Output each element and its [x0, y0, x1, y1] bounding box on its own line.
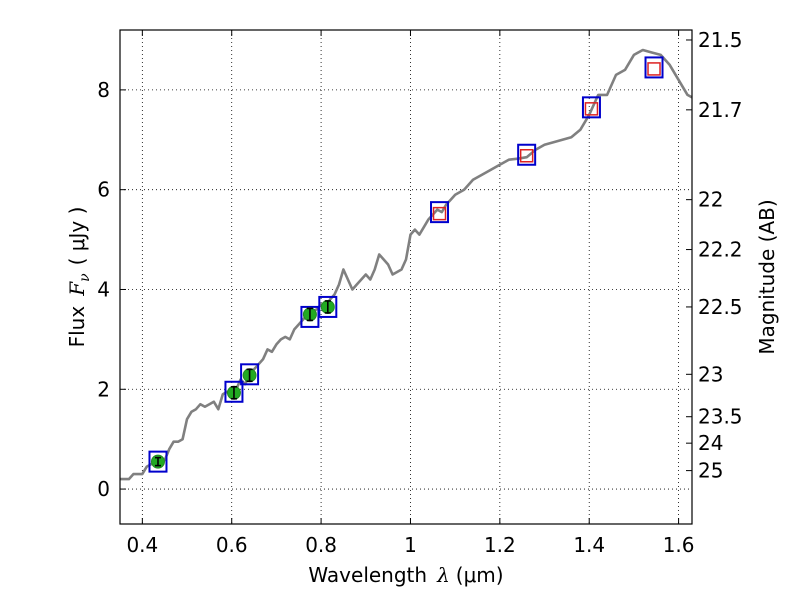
nir-square-marker: [584, 102, 599, 116]
right-tick-label: 25: [698, 459, 723, 483]
nir-square-marker: [519, 148, 534, 163]
y-axis-title: FluxFν( μJy ): [65, 207, 93, 348]
x-tick-label: 1: [404, 533, 417, 557]
nir-square-marker: [432, 206, 447, 221]
x-axis-title: Wavelength λ (μm): [308, 563, 503, 587]
model-square-marker: [644, 56, 664, 79]
model-square-marker: [430, 201, 450, 224]
x-tick-label: 0.6: [216, 533, 248, 557]
tick-layer: 0.4 0.6 0.8 1 1.2 1.4 1.60246821.521.72222.222…: [97, 28, 742, 557]
right-tick-label: 24: [698, 431, 723, 455]
right-tick-label: 22.5: [698, 295, 743, 319]
x-tick-label: 1.6: [663, 533, 695, 557]
right-tick-label: 23: [698, 362, 723, 386]
model-square-marker: [517, 143, 537, 166]
right-tick-label: 23.5: [698, 405, 743, 429]
right-tick-label: 22: [698, 188, 723, 212]
x-tick-label: 1.4: [573, 533, 605, 557]
model-square-marker: [318, 295, 338, 318]
x-tick-label: 0.8: [305, 533, 337, 557]
right-tick-label: 22.2: [698, 238, 743, 262]
nir-square-marker: [647, 62, 661, 76]
right-tick-label: 21.7: [698, 98, 743, 122]
right-tick-label: 21.5: [698, 28, 743, 52]
y-tick-label: 0: [97, 477, 110, 501]
y-tick-label: 4: [97, 277, 110, 301]
plot-frame: [119, 29, 693, 525]
model-square-marker: [581, 96, 601, 119]
model-square-marker: [240, 363, 260, 386]
grid-lines: [120, 30, 692, 524]
spectrum-line: [120, 48, 693, 481]
spectrum-line-layer: [120, 48, 693, 481]
y-tick-label: 8: [97, 78, 110, 102]
x-tick-label: 1.2: [484, 533, 516, 557]
y-tick-label: 6: [97, 178, 110, 202]
y-tick-label: 2: [97, 377, 110, 401]
marker-layer: [148, 56, 664, 473]
model-square-marker: [148, 450, 168, 473]
x-tick-label: 0.4: [126, 533, 158, 557]
right-axis-title: Magnitude (AB): [755, 199, 779, 354]
model-square-marker: [224, 380, 244, 403]
